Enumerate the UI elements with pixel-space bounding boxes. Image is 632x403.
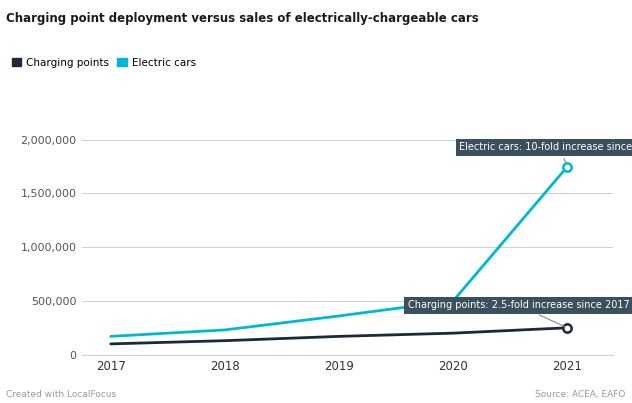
Text: Source: ACEA, EAFO: Source: ACEA, EAFO bbox=[535, 390, 626, 399]
Legend: Charging points, Electric cars: Charging points, Electric cars bbox=[11, 58, 196, 68]
Text: Created with LocalFocus: Created with LocalFocus bbox=[6, 390, 116, 399]
Text: Electric cars: 10-fold increase since 2017: Electric cars: 10-fold increase since 20… bbox=[459, 142, 632, 164]
Text: Charging point deployment versus sales of electrically-chargeable cars: Charging point deployment versus sales o… bbox=[6, 12, 479, 25]
Text: Charging points: 2.5-fold increase since 2017: Charging points: 2.5-fold increase since… bbox=[408, 300, 629, 326]
